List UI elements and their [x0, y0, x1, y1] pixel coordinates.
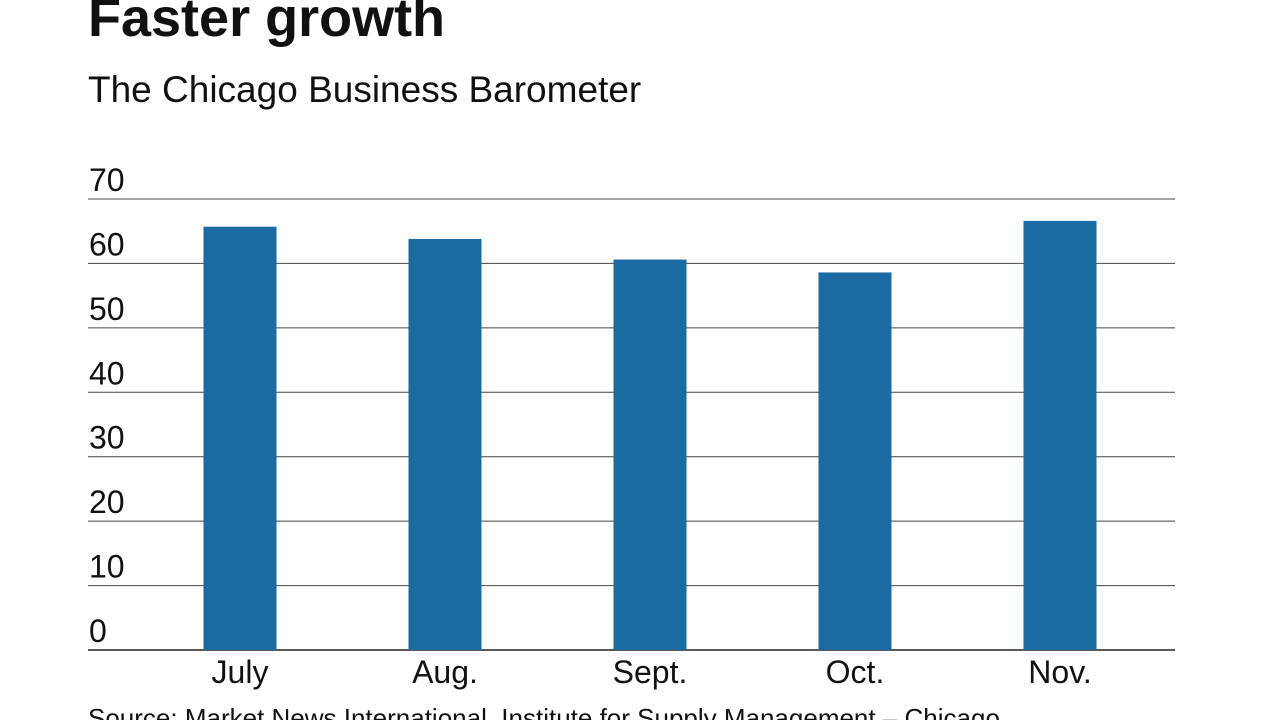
x-tick-label: July: [212, 654, 269, 690]
y-tick-label: 50: [89, 291, 125, 327]
y-tick-label: 30: [89, 420, 125, 456]
bar-sept: [613, 259, 687, 650]
bar-oct: [818, 272, 892, 650]
x-tick-label: Oct.: [826, 654, 885, 690]
bar-aug: [408, 238, 482, 650]
y-tick-label: 40: [89, 355, 125, 391]
bars: [203, 220, 1097, 651]
x-tick-label: Sept.: [613, 654, 688, 690]
y-axis-tick-labels: 0 10 20 30 40 50 60 70: [89, 162, 125, 649]
y-tick-label: 0: [89, 613, 107, 649]
chart-subtitle: The Chicago Business Barometer: [88, 69, 642, 110]
x-tick-label: Aug.: [412, 654, 478, 690]
y-tick-label: 60: [89, 226, 125, 262]
bar-nov: [1023, 220, 1097, 651]
x-tick-label: Nov.: [1028, 654, 1091, 690]
bar-july: [203, 226, 277, 650]
y-tick-label: 20: [89, 484, 125, 520]
y-tick-label: 10: [89, 549, 125, 585]
y-tick-label: 70: [89, 162, 125, 198]
chart-title: Faster growth: [88, 0, 446, 48]
source-note: Source: Market News International, Insti…: [88, 703, 1000, 720]
x-axis-tick-labels: July Aug. Sept. Oct. Nov.: [212, 654, 1092, 690]
